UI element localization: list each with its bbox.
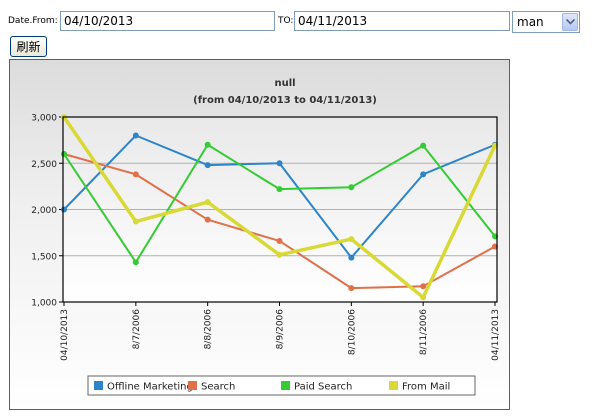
legend-swatch (188, 381, 197, 390)
data-point (348, 184, 355, 191)
x-tick-label: 04/10/2013 (60, 309, 70, 361)
data-point (204, 216, 211, 223)
legend-label: Search (201, 382, 235, 393)
chart-title: null (274, 78, 295, 89)
x-tick-label: 8/7/2006 (132, 309, 142, 350)
chevron-down-icon[interactable] (562, 13, 578, 31)
data-point (204, 162, 211, 169)
legend-swatch (389, 381, 398, 390)
data-point (276, 237, 283, 244)
chart-subtitle: (from 04/10/2013 to 04/11/2013) (193, 95, 377, 106)
x-tick-label: 8/8/2006 (204, 309, 214, 350)
data-point (204, 199, 211, 206)
y-tick-label: 1,500 (31, 252, 57, 262)
date-to-label: TO: (278, 16, 294, 26)
date-from-input[interactable] (60, 11, 275, 31)
data-point (61, 151, 67, 157)
data-point (61, 206, 67, 213)
legend-label: Offline Marketing (107, 382, 193, 393)
data-point (132, 132, 139, 139)
date-to-input[interactable] (294, 11, 510, 31)
x-tick-label: 8/9/2006 (276, 309, 286, 350)
data-point (204, 141, 211, 148)
date-from-label: Date.From: (8, 16, 58, 26)
legend-swatch (94, 381, 103, 390)
data-point (132, 218, 139, 225)
y-tick-label: 2,500 (31, 160, 57, 170)
data-point (132, 171, 139, 178)
data-point (276, 186, 283, 193)
data-point (276, 251, 283, 258)
data-point (420, 294, 427, 301)
data-point (348, 236, 355, 243)
user-select-value: man (517, 15, 544, 29)
data-point (420, 171, 427, 178)
refresh-button[interactable]: 刷新 (10, 36, 47, 57)
data-point (348, 254, 355, 261)
x-tick-label: 04/11/2013 (491, 309, 501, 361)
x-tick-label: 8/10/2006 (347, 309, 357, 355)
data-point (420, 283, 427, 290)
y-tick-label: 3,000 (31, 114, 57, 124)
legend-swatch (281, 381, 290, 390)
legend-label: From Mail (402, 382, 450, 393)
line-chart: null (from 04/10/2013 to 04/11/2013) 1,0… (31, 78, 501, 396)
data-point (420, 142, 427, 149)
y-tick-label: 1,000 (31, 299, 57, 309)
data-point (276, 160, 283, 167)
legend-label: Paid Search (294, 382, 352, 393)
filter-toolbar: Date.From: TO: man 刷新 (0, 0, 592, 60)
data-point (348, 285, 355, 292)
chart-panel: null (from 04/10/2013 to 04/11/2013) 1,0… (9, 59, 510, 410)
plot-border (62, 116, 498, 303)
data-point (132, 259, 139, 266)
y-tick-label: 2,000 (31, 206, 57, 216)
user-select[interactable]: man (512, 11, 580, 33)
x-tick-label: 8/11/2006 (419, 309, 429, 355)
